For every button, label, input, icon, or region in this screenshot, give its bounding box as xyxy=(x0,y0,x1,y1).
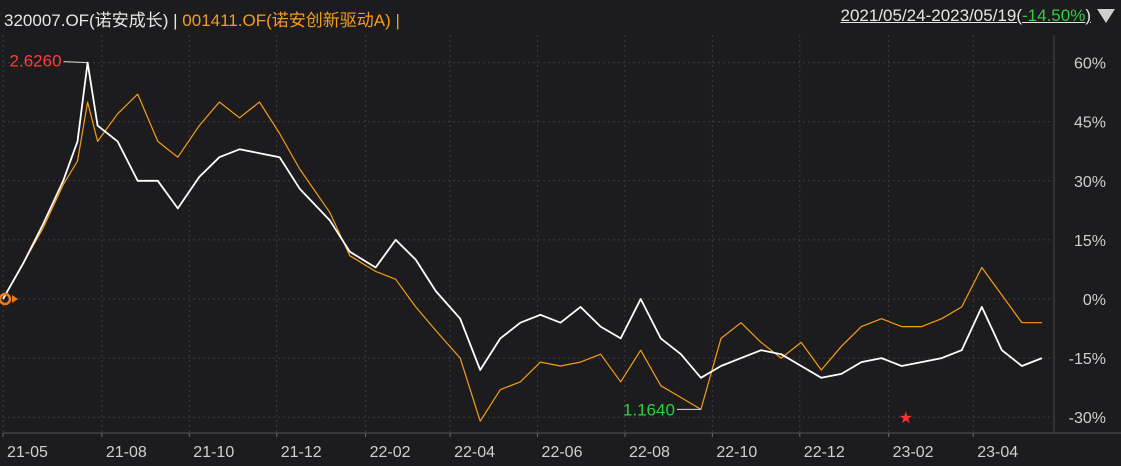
y-tick-label: 45% xyxy=(1074,115,1106,132)
series-line-fund1 xyxy=(2,61,1043,379)
x-tick-label: 23-04 xyxy=(977,444,1018,461)
x-tick-label: 21-10 xyxy=(193,444,234,461)
x-tick-label: 22-12 xyxy=(804,444,845,461)
y-tick-label: 60% xyxy=(1074,56,1106,73)
legend: 320007.OF(诺安成长) | 001411.OF(诺安创新驱动A) | xyxy=(4,6,400,31)
date-range-text: 2021/05/24-2023/05/19( xyxy=(840,6,1023,25)
legend-sep1: | xyxy=(173,11,178,30)
x-tick-label: 21-12 xyxy=(281,444,322,461)
legend-fund1[interactable]: 320007.OF(诺安成长) xyxy=(4,11,169,30)
x-tick-label: 22-10 xyxy=(716,444,757,461)
star-marker-icon: ★ xyxy=(899,408,913,427)
legend-sep2: | xyxy=(395,11,400,30)
y-tick-label: 15% xyxy=(1074,233,1106,250)
dropdown-arrow-icon[interactable] xyxy=(1097,9,1115,23)
max-leader-line xyxy=(63,61,88,64)
y-tick-label: -15% xyxy=(1069,351,1106,368)
x-tick-label: 23-02 xyxy=(893,444,934,461)
start-marker-icon xyxy=(0,292,12,306)
x-tick-label: 22-06 xyxy=(542,444,583,461)
x-tick-label: 21-05 xyxy=(7,444,48,461)
x-tick-label: 22-04 xyxy=(454,444,495,461)
y-tick-label: 30% xyxy=(1074,174,1106,191)
start-arrow-icon xyxy=(12,295,18,304)
date-range[interactable]: 2021/05/24-2023/05/19(-14.50%) xyxy=(841,6,1092,26)
date-range-close: ) xyxy=(1085,6,1091,25)
y-tick-label: 0% xyxy=(1083,292,1106,309)
legend-fund2[interactable]: 001411.OF(诺安创新驱动A) xyxy=(182,11,391,30)
series-line-fund2 xyxy=(2,93,1042,422)
range-change: -14.50% xyxy=(1022,6,1086,25)
max-value-label: 2.6260 xyxy=(10,52,62,71)
min-value-label: 1.1640 xyxy=(623,400,675,419)
x-tick-label: 22-02 xyxy=(370,444,411,461)
x-tick-label: 22-08 xyxy=(629,444,670,461)
x-tick-label: 21-08 xyxy=(106,444,147,461)
y-tick-label: -30% xyxy=(1069,410,1106,427)
